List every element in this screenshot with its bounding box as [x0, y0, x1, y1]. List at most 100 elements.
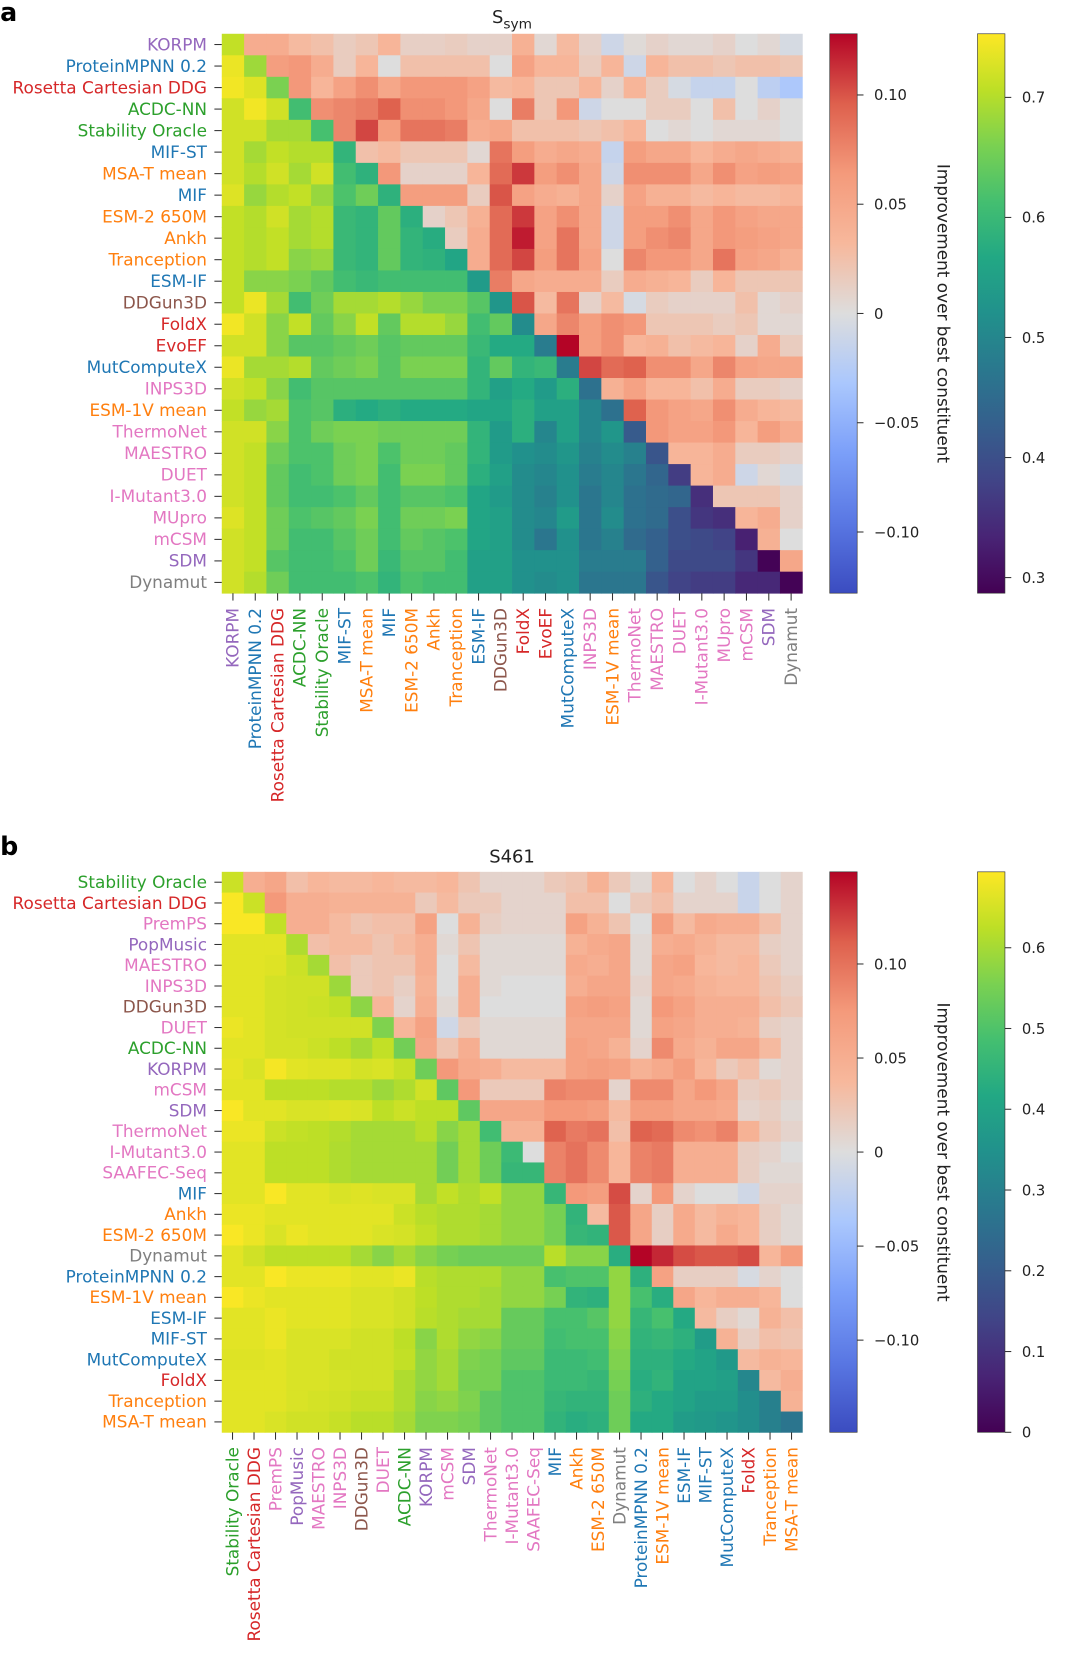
heatmap-cell-improvement [565, 1037, 588, 1060]
heatmap-cell-improvement [735, 98, 759, 121]
heatmap-cell-max-rho [436, 1390, 459, 1412]
colorbar-max-rho-tick-label: 0.1 [1022, 1344, 1045, 1361]
heatmap-cell-max-rho [400, 378, 424, 400]
heatmap-cell-improvement [737, 1307, 760, 1329]
heatmap-cell-improvement [779, 464, 803, 487]
heatmap-cell-max-rho [673, 1411, 696, 1433]
heatmap-cell-max-rho [400, 227, 424, 250]
heatmap-cell-improvement [400, 55, 424, 78]
heatmap-cell-improvement [630, 1079, 653, 1101]
heatmap-cell-max-rho [244, 550, 267, 573]
row-label: Dynamut [129, 1246, 207, 1266]
heatmap-cell-improvement [737, 871, 760, 894]
heatmap-cell-improvement [780, 1349, 803, 1371]
heatmap-cell-max-rho [307, 1037, 330, 1060]
panel-label-b: b [0, 831, 18, 861]
heatmap-cell-improvement [623, 33, 647, 56]
heatmap-cell-improvement [673, 1100, 696, 1122]
heatmap-cell-improvement [651, 1037, 674, 1060]
heatmap-cell-improvement [673, 1079, 696, 1101]
heatmap-cell-max-rho [243, 1411, 266, 1433]
heatmap-cell-max-rho [350, 996, 373, 1018]
heatmap-cell-improvement [579, 356, 602, 379]
heatmap-cell-max-rho [712, 550, 736, 573]
heatmap-cell-max-rho [378, 248, 401, 271]
heatmap-cell-improvement [690, 270, 714, 293]
heatmap-cell-improvement [422, 33, 446, 56]
heatmap-cell-max-rho [467, 507, 491, 530]
heatmap-cell-max-rho [422, 421, 446, 443]
heatmap-cell-max-rho [378, 291, 401, 314]
heatmap-cell-improvement [415, 934, 438, 956]
heatmap-cell-max-rho [329, 1245, 352, 1267]
heatmap-cell-max-rho [311, 399, 334, 422]
heatmap-cell-max-rho [422, 291, 446, 314]
heatmap-cell-improvement [556, 270, 580, 293]
heatmap-cell-max-rho [415, 1203, 438, 1226]
heatmap-cell-max-rho [372, 1058, 395, 1080]
heatmap-cell-max-rho [415, 1349, 438, 1371]
heatmap-cell-max-rho [307, 1058, 330, 1080]
heatmap-cell-max-rho [221, 1120, 244, 1143]
heatmap-cell-improvement [522, 1141, 545, 1163]
heatmap-cell-improvement [737, 1183, 760, 1205]
heatmap-cell-max-rho [467, 464, 491, 487]
heatmap-cell-improvement [489, 76, 513, 99]
column-label: MIF-ST [695, 1446, 715, 1503]
heatmap-cell-max-rho [221, 550, 245, 573]
heatmap-cell-max-rho [415, 1411, 438, 1433]
heatmap-cell-max-rho [608, 1307, 631, 1329]
heatmap-cell-max-rho [716, 1411, 739, 1433]
heatmap-cell-max-rho [759, 1390, 782, 1412]
heatmap-cell-max-rho [501, 1349, 524, 1371]
heatmap-cell-improvement [645, 356, 669, 379]
heatmap-cell-max-rho [333, 334, 357, 357]
heatmap-cell-improvement [716, 1203, 739, 1226]
heatmap-cell-max-rho [556, 464, 580, 487]
heatmap-cell-max-rho [630, 1328, 653, 1350]
heatmap-cell-max-rho [243, 892, 266, 914]
heatmap-cell-improvement [467, 184, 491, 207]
heatmap-cell-improvement [651, 1141, 674, 1163]
heatmap-cell-max-rho [221, 119, 245, 142]
heatmap-cell-max-rho [372, 1245, 395, 1267]
heatmap-cell-improvement [694, 1286, 717, 1309]
heatmap-cell-max-rho [286, 1120, 309, 1143]
heatmap-cell-max-rho [623, 485, 647, 508]
heatmap-cell-improvement [645, 399, 669, 422]
heatmap-cell-max-rho [355, 507, 379, 530]
heatmap-cell-improvement [372, 892, 395, 914]
heatmap-cell-improvement [757, 33, 781, 56]
heatmap-cell-improvement [630, 975, 653, 997]
heatmap-cell-max-rho [244, 98, 267, 121]
heatmap-cell-max-rho [221, 1079, 244, 1101]
column-label: I-Mutant3.0 [502, 1447, 522, 1544]
colorbar-max-rho [977, 871, 1006, 1433]
heatmap-cell-improvement [668, 76, 692, 99]
heatmap-cell-max-rho [623, 464, 647, 487]
heatmap-cell-improvement [668, 356, 692, 379]
heatmap-cell-improvement [759, 1286, 782, 1309]
heatmap-cell-max-rho [458, 1141, 481, 1163]
heatmap-cell-max-rho [415, 1183, 438, 1205]
heatmap-cell-improvement [690, 399, 714, 422]
heatmap-cell-max-rho [400, 528, 424, 551]
heatmap-cell-improvement [400, 98, 424, 121]
heatmap-cell-max-rho [286, 1058, 309, 1080]
heatmap-cell-improvement [489, 119, 513, 142]
heatmap-cell-max-rho [264, 1141, 287, 1163]
heatmap-cell-max-rho [355, 248, 379, 271]
heatmap-cell-improvement [735, 464, 759, 487]
heatmap-cell-max-rho [489, 356, 513, 379]
row-label: MutComputeX [87, 357, 208, 377]
heatmap-cell-max-rho [458, 1183, 481, 1205]
heatmap-cell-improvement [759, 1245, 782, 1267]
heatmap-cell-max-rho [333, 205, 357, 228]
heatmap-cell-max-rho [288, 485, 312, 508]
heatmap-cell-improvement [579, 291, 602, 314]
heatmap-cell-max-rho [422, 442, 446, 465]
heatmap-cell-max-rho [400, 464, 424, 487]
heatmap-cell-max-rho [350, 1266, 373, 1288]
heatmap-cell-max-rho [400, 334, 424, 357]
heatmap-cell-improvement [534, 162, 558, 185]
